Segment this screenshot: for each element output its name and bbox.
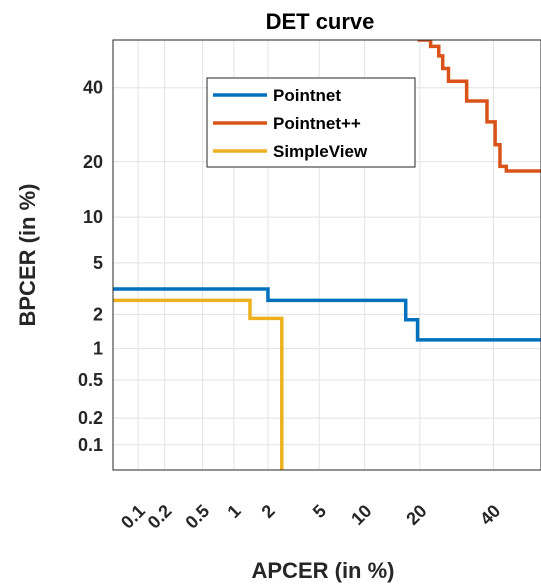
y-axis-label: BPCER (in %) — [15, 184, 40, 327]
x-tick-label: 0.5 — [181, 501, 213, 533]
y-tick-label: 20 — [83, 152, 103, 172]
series-line-pointnet- — [417, 40, 541, 173]
chart-title: DET curve — [266, 9, 375, 34]
y-tick-label: 0.2 — [78, 408, 103, 428]
x-tick-label: 10 — [347, 501, 375, 529]
y-tick-label: 10 — [83, 207, 103, 227]
legend-label: SimpleView — [273, 142, 368, 161]
y-tick-labels: 0.1 0.2 0.5 1 2 5 10 20 40 — [78, 78, 103, 455]
legend-label: Pointnet — [273, 86, 341, 105]
y-tick-label: 2 — [93, 304, 103, 324]
y-tick-label: 5 — [93, 253, 103, 273]
legend-label: Pointnet++ — [273, 114, 361, 133]
y-tick-label: 1 — [93, 339, 103, 359]
legend: Pointnet Pointnet++ SimpleView — [206, 77, 416, 168]
x-tick-label: 2 — [258, 501, 279, 522]
x-axis-label: APCER (in %) — [252, 558, 395, 583]
x-tick-label: 5 — [309, 501, 330, 522]
x-tick-label: 1 — [223, 501, 244, 522]
y-tick-label: 0.1 — [78, 435, 103, 455]
x-tick-labels: 0.10.2 0.5 1 2 5 10 20 40 — [117, 501, 504, 533]
series-line-pointnet — [113, 287, 541, 342]
x-tick-label: 0.2 — [144, 501, 176, 533]
series-line-simpleview — [113, 298, 284, 470]
x-tick-label: 20 — [402, 501, 430, 529]
x-tick-label: 40 — [476, 501, 504, 529]
y-tick-label: 40 — [83, 78, 103, 98]
y-tick-label: 0.5 — [78, 370, 103, 390]
plot-frame — [112, 39, 541, 471]
series-layer — [113, 40, 541, 470]
